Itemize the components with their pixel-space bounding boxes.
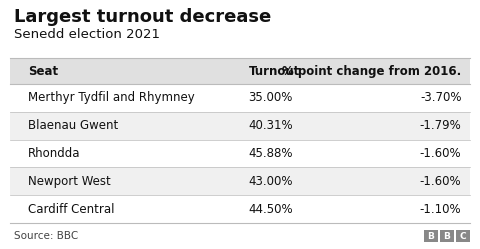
Text: Merthyr Tydfil and Rhymney: Merthyr Tydfil and Rhymney [28,91,194,104]
Bar [10,195,470,223]
Bar [440,230,454,242]
Text: Largest turnout decrease: Largest turnout decrease [14,8,271,26]
Text: Turnout: Turnout [249,64,300,77]
Text: 44.50%: 44.50% [249,203,293,216]
Bar [10,58,470,84]
Bar [10,112,470,140]
Bar [10,167,470,195]
Text: Blaenau Gwent: Blaenau Gwent [28,119,118,132]
Text: 45.88%: 45.88% [249,147,293,160]
Bar [424,230,438,242]
Text: C: C [460,232,466,241]
Text: B: B [428,232,434,241]
Bar [456,230,470,242]
Text: Newport West: Newport West [28,175,110,188]
Text: Seat: Seat [28,64,58,77]
Text: 40.31%: 40.31% [249,119,293,132]
Text: Senedd election 2021: Senedd election 2021 [14,28,160,41]
Text: Rhondda: Rhondda [28,147,80,160]
Text: -1.10%: -1.10% [420,203,461,216]
Text: 35.00%: 35.00% [249,91,293,104]
Text: Cardiff Central: Cardiff Central [28,203,114,216]
Text: -1.60%: -1.60% [420,147,461,160]
Text: % point change from 2016.: % point change from 2016. [282,64,461,77]
Bar [10,84,470,112]
Bar [10,140,470,167]
Text: -3.70%: -3.70% [420,91,461,104]
Text: -1.79%: -1.79% [420,119,461,132]
Text: B: B [444,232,450,241]
Text: Source: BBC: Source: BBC [14,231,78,241]
Text: 43.00%: 43.00% [249,175,293,188]
Text: -1.60%: -1.60% [420,175,461,188]
